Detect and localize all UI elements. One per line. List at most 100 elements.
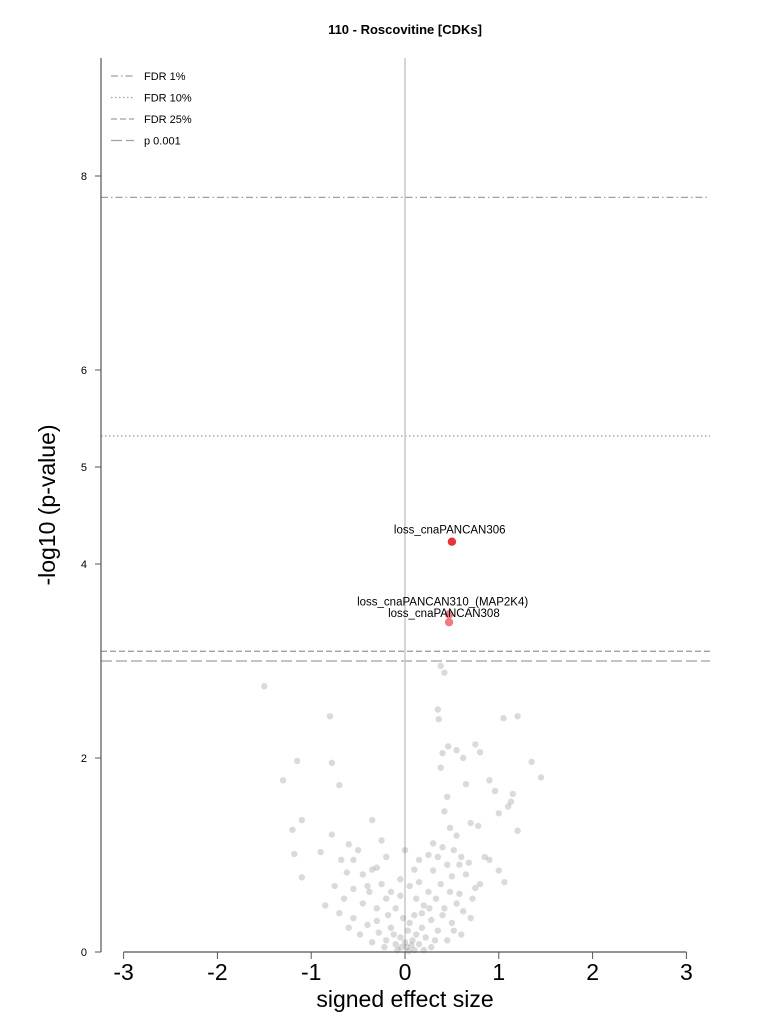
- legend: FDR 1% FDR 10% FDR 25% p 0.001: [111, 71, 192, 148]
- data-point: [373, 917, 381, 925]
- data-point: [343, 869, 351, 876]
- data-point: [434, 853, 442, 861]
- data-point: [439, 911, 446, 919]
- axes: [100, 58, 687, 953]
- data-point: [435, 716, 442, 723]
- data-point: [356, 931, 364, 938]
- data-point: [495, 867, 502, 874]
- data-point: [413, 931, 420, 938]
- x-axis-label: signed effect size: [316, 986, 493, 1012]
- data-point: [528, 758, 535, 766]
- data-point: [444, 793, 451, 800]
- data-point: [418, 924, 426, 931]
- data-point: [392, 905, 399, 912]
- data-point: [441, 808, 448, 815]
- data-point: [408, 942, 415, 949]
- data-point: [456, 890, 463, 897]
- data-point: [491, 787, 499, 795]
- data-point: [359, 871, 366, 878]
- data-point: [397, 892, 404, 899]
- data-point: [441, 669, 448, 676]
- data-point: [429, 867, 437, 874]
- data-point: [472, 884, 479, 892]
- data-point: [403, 943, 411, 951]
- y-tick-label: 6: [81, 365, 87, 377]
- data-point: [467, 914, 474, 922]
- data-point: [425, 888, 432, 896]
- data-point: [415, 941, 423, 948]
- data-point: [411, 866, 418, 873]
- data-point: [328, 831, 336, 838]
- data-point: [446, 888, 454, 896]
- data-point: [415, 856, 423, 864]
- data-point: [437, 764, 444, 771]
- data-point: [441, 905, 448, 912]
- y-tick-label: 2: [81, 753, 87, 765]
- data-point: [350, 914, 357, 922]
- data-point: [317, 848, 324, 856]
- data-point: [279, 777, 287, 784]
- data-point: [368, 816, 376, 824]
- data-point: [384, 911, 392, 919]
- data-point: [469, 895, 476, 902]
- data-point: [406, 882, 413, 890]
- data-point: [446, 824, 454, 832]
- data-point: [383, 853, 390, 861]
- y-tick-label: 4: [81, 559, 87, 571]
- data-point: [472, 741, 479, 748]
- data-point: [444, 861, 451, 868]
- data-point: [404, 927, 412, 934]
- data-point: [500, 715, 507, 722]
- data-point: [326, 713, 334, 720]
- highlight-label-2: loss_cnaPANCAN308: [388, 608, 500, 620]
- data-point: [413, 895, 420, 902]
- highlight-point-2: [444, 618, 454, 627]
- data-point: [387, 924, 395, 931]
- data-point: [289, 826, 296, 833]
- data-point: [434, 706, 442, 713]
- data-point: [428, 916, 435, 924]
- data-point: [476, 748, 484, 756]
- data-point: [467, 819, 474, 827]
- data-point: [431, 937, 439, 944]
- data-point: [322, 902, 329, 909]
- data-point: [486, 856, 493, 864]
- data-point: [453, 747, 460, 754]
- highlight-point-1: [444, 610, 454, 619]
- data-point: [462, 780, 470, 788]
- data-point: [426, 905, 433, 912]
- y-tick-label: 5: [81, 462, 87, 474]
- data-point: [293, 757, 301, 765]
- data-point: [428, 943, 435, 951]
- highlight-label-1: loss_cnaPANCAN310_(MAP2K4): [357, 596, 528, 608]
- data-point: [350, 885, 357, 893]
- data-point: [336, 781, 343, 789]
- data-point: [458, 931, 465, 938]
- data-point: [375, 929, 382, 936]
- data-point: [298, 816, 306, 824]
- data-point: [456, 861, 463, 868]
- data-point: [405, 947, 412, 955]
- data-point: [422, 934, 429, 941]
- legend-label-2: FDR 25%: [144, 114, 192, 126]
- data-point: [368, 939, 376, 946]
- data-point: [415, 878, 423, 886]
- data-point: [261, 683, 268, 690]
- y-tick-label: 8: [81, 171, 87, 183]
- legend-label-0: FDR 1%: [144, 71, 186, 83]
- data-point: [432, 895, 440, 902]
- data-point: [429, 840, 437, 847]
- data-point: [514, 827, 521, 834]
- data-point: [509, 790, 517, 798]
- data-point: [368, 866, 376, 873]
- data-point: [409, 937, 416, 944]
- data-point: [354, 846, 362, 854]
- y-axis-ticks: 0 2 4 5 6 8: [81, 171, 101, 959]
- data-point: [345, 841, 352, 848]
- data-point: [465, 859, 472, 866]
- x-tick-label: -1: [301, 959, 321, 985]
- highlighted-points: loss_cnaPANCAN306 loss_cnaPANCAN310_(MAP2…: [357, 525, 528, 627]
- data-point: [291, 850, 298, 858]
- data-point: [298, 874, 306, 881]
